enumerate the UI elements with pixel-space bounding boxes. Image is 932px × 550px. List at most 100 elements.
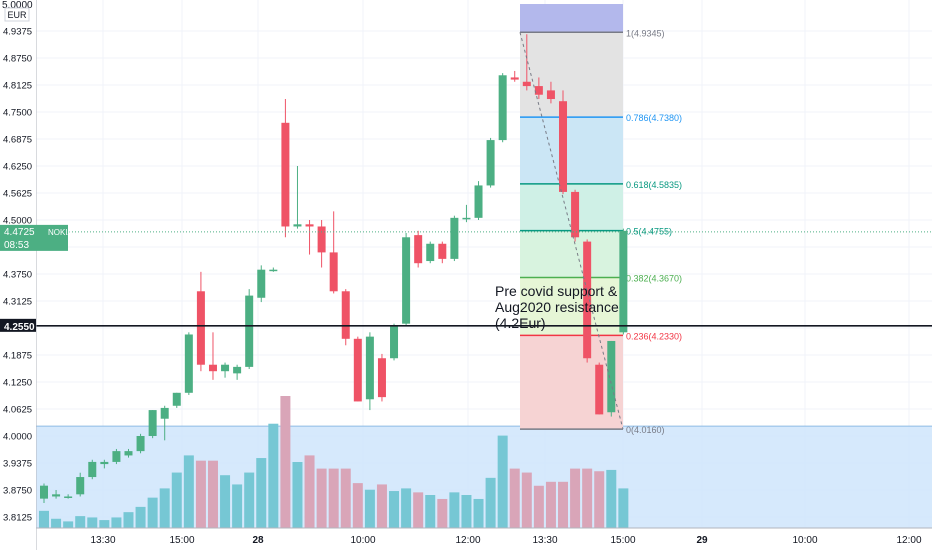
current-price-label: 4.4725 NOKIA 08:53 xyxy=(0,224,74,251)
candle-body xyxy=(619,230,628,333)
volume-bar xyxy=(220,475,231,528)
volume-bar xyxy=(63,521,74,528)
volume-bar xyxy=(147,497,158,528)
candle-body xyxy=(522,81,531,87)
candle-body xyxy=(474,185,483,218)
candle-body xyxy=(293,224,302,227)
volume-bar xyxy=(256,458,267,528)
volume-bar xyxy=(292,462,303,528)
fib-level-label: 0(4.0160) xyxy=(626,425,665,435)
volume-bar xyxy=(39,510,49,528)
current-price-symbol: NOKIA xyxy=(48,228,74,237)
volume-bar xyxy=(558,481,569,528)
support-zone xyxy=(36,426,932,528)
candle-body xyxy=(40,485,48,499)
price-tick-label: 4.6875 xyxy=(3,135,32,146)
time-tick-label: 15:00 xyxy=(169,535,194,546)
candle-body xyxy=(172,392,181,406)
volume-bar xyxy=(485,477,496,528)
price-axis[interactable]: 4.9375 4.8750 4.8125 4.7500 4.6875 4.6250 4.56… xyxy=(0,0,36,550)
candle-body xyxy=(498,75,507,141)
price-tick-label: 4.6250 xyxy=(3,162,32,173)
candle-body xyxy=(245,295,254,367)
volume-bar xyxy=(437,498,448,528)
price-tick-label: 4.0000 xyxy=(3,432,32,443)
candle-body xyxy=(377,358,386,398)
time-tick-label: 28 xyxy=(252,535,264,546)
time-axis[interactable]: 13:30 15:00 28 10:00 12:00 13:30 15:00 29 10:00 1… xyxy=(90,535,921,546)
candle-body xyxy=(136,436,145,452)
annotation-line-1: Pre covid support & xyxy=(495,283,618,299)
countdown-timer: 08:53 xyxy=(4,240,29,251)
candle-body xyxy=(329,252,338,292)
candle-body xyxy=(595,364,604,415)
volume-bar xyxy=(268,423,279,528)
volume-bar xyxy=(207,460,218,528)
currency-badge[interactable]: EUR xyxy=(4,7,30,22)
candle-body xyxy=(76,477,85,495)
candle-body xyxy=(546,90,555,100)
volume-bar xyxy=(376,484,387,528)
candle-body xyxy=(607,340,616,413)
currency-label: EUR xyxy=(7,10,27,20)
candle-body xyxy=(402,237,411,324)
annotation-text[interactable]: Pre covid support & Aug2020 resistance (… xyxy=(495,283,619,331)
volume-bar xyxy=(183,455,194,528)
candlestick-series xyxy=(40,34,628,503)
candle-body xyxy=(317,226,326,253)
top-tick-partial: 5.0000 xyxy=(2,0,33,11)
candle-body xyxy=(208,364,217,372)
volume-bar xyxy=(618,488,629,528)
price-tick-label: 3.9375 xyxy=(3,459,32,470)
price-tick-label: 4.7500 xyxy=(3,108,32,119)
annotation-line-2: Aug2020 resistance xyxy=(495,299,619,315)
volume-bar xyxy=(352,483,363,528)
price-tick-label: 4.8750 xyxy=(3,54,32,65)
price-tick-label: 4.5000 xyxy=(3,216,32,227)
candle-body xyxy=(269,269,278,272)
volume-bar xyxy=(328,468,339,528)
candle-body xyxy=(341,291,350,339)
time-tick-label: 12:00 xyxy=(896,535,921,546)
fib-trend-line[interactable] xyxy=(519,32,624,430)
candle-body xyxy=(257,269,266,298)
candle-body xyxy=(353,338,362,402)
fib-level-label: 0.786(4.7380) xyxy=(626,113,682,123)
time-tick-label: 13:30 xyxy=(90,535,115,546)
time-tick-label: 10:00 xyxy=(350,535,375,546)
price-tick-label: 4.9375 xyxy=(3,27,32,38)
volume-bar xyxy=(232,484,243,528)
volume-bar xyxy=(51,518,62,528)
volume-bar xyxy=(111,517,122,528)
price-tick-label: 3.8750 xyxy=(3,486,32,497)
candle-body xyxy=(426,243,435,262)
volume-bar xyxy=(316,468,327,528)
candle-body xyxy=(148,410,157,436)
volume-bar xyxy=(171,472,182,528)
fib-level-label: 0.236(4.2330) xyxy=(626,331,682,341)
volume-bar xyxy=(473,498,484,528)
volume-bar xyxy=(159,488,170,528)
candle-body xyxy=(486,140,495,186)
volume-bar xyxy=(413,492,424,528)
volume-bar xyxy=(304,455,315,528)
price-tick-label: 4.1875 xyxy=(3,351,32,362)
volume-bar xyxy=(401,488,412,528)
fib-level-label: 0.5(4.4755) xyxy=(626,227,672,237)
fib-level-label: 0.618(4.5835) xyxy=(626,180,682,190)
candle-body xyxy=(52,494,61,497)
volume-bar xyxy=(195,460,206,528)
fib-band xyxy=(520,117,623,184)
volume-bar xyxy=(594,471,605,528)
price-tick-label: 4.8125 xyxy=(3,81,32,92)
volume-bar xyxy=(87,517,98,528)
volume-bar xyxy=(533,485,544,528)
candle-body xyxy=(534,86,543,95)
volume-bar xyxy=(340,468,351,528)
volume-bar xyxy=(570,468,581,528)
candle-body xyxy=(124,451,133,456)
candle-body xyxy=(305,224,314,227)
volume-bar xyxy=(425,495,436,528)
fib-level-label: 0.382(4.3670) xyxy=(626,273,682,283)
